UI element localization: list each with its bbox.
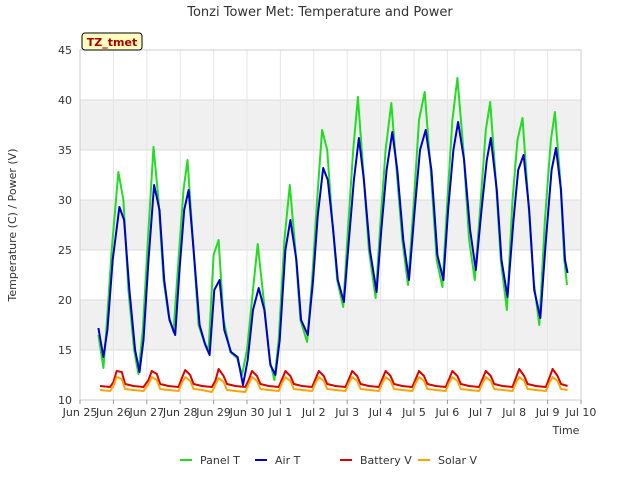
x-axis-label: Time (552, 424, 580, 437)
y-tick-label: 40 (58, 94, 72, 107)
x-tick-label: Jul 1 (268, 406, 293, 419)
x-tick-label: Jun 26 (95, 406, 131, 419)
x-tick-label: Jun 30 (229, 406, 265, 419)
series-line-solar-v (99, 376, 568, 393)
station-badge-box (81, 32, 143, 51)
series-line-battery-v (99, 368, 568, 388)
plot-background (80, 50, 581, 400)
station-badge-label: TZ_tmet (87, 36, 137, 49)
x-tick-label: Jul 9 (535, 406, 560, 419)
plot-band (80, 100, 581, 150)
chart-title: Tonzi Tower Met: Temperature and Power (186, 5, 453, 20)
x-tick-label: Jun 25 (62, 406, 98, 419)
y-tick-label: 15 (58, 344, 72, 357)
x-tick-label: Jul 7 (468, 406, 493, 419)
x-tick-label: Jul 2 (301, 406, 326, 419)
legend: Panel T Air T Battery V Solar V (180, 454, 478, 467)
y-axis-ticks: 10 15 20 25 30 35 40 45 (58, 44, 72, 407)
x-tick-label: Jul 10 (565, 406, 597, 419)
series-line-air-t (97, 121, 569, 386)
plot-band (80, 50, 581, 100)
series-layer (97, 77, 569, 393)
y-tick-label: 30 (58, 194, 72, 207)
station-badge: TZ_tmet (81, 32, 143, 51)
x-tick-label: Jun 29 (195, 406, 231, 419)
x-tick-label: Jun 27 (128, 406, 164, 419)
y-tick-label: 45 (58, 44, 72, 57)
legend-label: Solar V (438, 454, 478, 467)
x-tick-label: Jul 3 (334, 406, 359, 419)
plot-band (80, 300, 581, 350)
x-tick-label: Jul 5 (401, 406, 426, 419)
x-tick-label: Jun 28 (162, 406, 198, 419)
plot-frame (79, 49, 582, 401)
x-tick-label: Jul 8 (501, 406, 526, 419)
y-tick-label: 20 (58, 294, 72, 307)
legend-label: Air T (275, 454, 301, 467)
x-tick-label: Jul 4 (368, 406, 393, 419)
legend-label: Panel T (200, 454, 240, 467)
y-tick-label: 25 (58, 244, 72, 257)
y-axis-label: Temperature (C) / Power (V) (6, 148, 19, 302)
legend-label: Battery V (360, 454, 412, 467)
plot-band (80, 350, 581, 400)
y-tick-label: 10 (58, 394, 72, 407)
y-tick-label: 35 (58, 144, 72, 157)
x-tick-label: Jul 6 (435, 406, 460, 419)
